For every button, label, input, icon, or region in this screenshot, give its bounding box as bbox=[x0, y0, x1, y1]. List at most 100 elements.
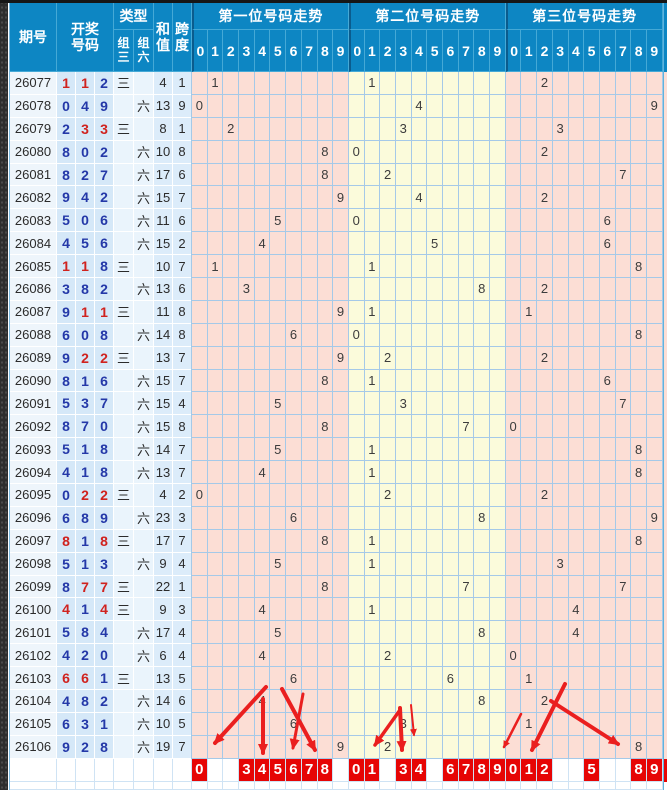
trend-cell bbox=[191, 163, 208, 187]
trend-cell bbox=[521, 484, 538, 507]
trend-cell bbox=[317, 117, 334, 141]
footer-cell bbox=[134, 781, 154, 790]
type-zu6-cell bbox=[134, 255, 154, 279]
trend-cell bbox=[504, 552, 522, 576]
trend-cell bbox=[301, 163, 318, 187]
footer-cell bbox=[380, 758, 396, 782]
trend-cell bbox=[568, 712, 585, 736]
draw-digit-cell: 1 bbox=[76, 552, 95, 576]
trend-cell: 2 bbox=[380, 735, 396, 759]
type-zu6-cell: 六 bbox=[134, 186, 154, 210]
trend-cell bbox=[223, 621, 240, 645]
trend-cell bbox=[380, 712, 396, 736]
trend-cell bbox=[317, 690, 334, 713]
trend-cell bbox=[254, 255, 271, 279]
trend-cell bbox=[191, 621, 208, 645]
draw-digit-cell: 5 bbox=[57, 552, 76, 576]
trend-cell bbox=[584, 163, 600, 187]
draw-digit-cell: 8 bbox=[76, 621, 95, 645]
trend-cell bbox=[504, 300, 522, 324]
sum-cell: 19 bbox=[154, 735, 173, 759]
trend-cell bbox=[411, 575, 428, 599]
trend-cell bbox=[646, 232, 663, 256]
period-cell: 26090 bbox=[10, 369, 57, 393]
type-zu6-cell: 六 bbox=[134, 644, 154, 668]
trend-cell bbox=[286, 529, 302, 553]
trend-cell bbox=[599, 278, 616, 301]
trend-cell bbox=[427, 163, 443, 187]
trend-cell bbox=[568, 94, 585, 118]
trend-cell bbox=[239, 209, 255, 233]
trend-cell: 0 bbox=[347, 323, 365, 347]
trend-cell bbox=[615, 644, 632, 668]
trend-cell: 6 bbox=[599, 369, 616, 393]
trend-cell bbox=[301, 255, 318, 279]
trend-cell bbox=[631, 369, 647, 393]
trend-cell bbox=[207, 552, 224, 576]
draw-digit-cell: 6 bbox=[57, 712, 76, 736]
trend-cell bbox=[317, 392, 334, 416]
trend-cell bbox=[427, 346, 443, 370]
trend-cell bbox=[270, 323, 287, 347]
trend-cell bbox=[552, 232, 569, 256]
trend-cell bbox=[552, 506, 569, 530]
span-cell: 2 bbox=[173, 232, 192, 256]
header-digit: 2 bbox=[537, 30, 553, 72]
trend-cell bbox=[364, 209, 381, 233]
trend-cell: 1 bbox=[207, 255, 224, 279]
trend-cell bbox=[521, 140, 538, 164]
draw-digit-cell: 9 bbox=[57, 300, 76, 324]
trend-cell bbox=[207, 438, 224, 462]
trend-cell bbox=[615, 323, 632, 347]
draw-digit-cell: 8 bbox=[95, 323, 114, 347]
trend-cell bbox=[239, 369, 255, 393]
trend-cell bbox=[301, 690, 318, 713]
trend-cell bbox=[395, 300, 412, 324]
trend-cell bbox=[646, 461, 663, 485]
trend-cell bbox=[333, 575, 349, 599]
trend-cell bbox=[490, 232, 506, 256]
type-zu3-cell bbox=[114, 415, 134, 439]
header-type: 类型 bbox=[114, 3, 154, 30]
trend-cell bbox=[474, 300, 491, 324]
sum-cell: 15 bbox=[154, 186, 173, 210]
footer-cell bbox=[286, 781, 302, 790]
span-cell: 3 bbox=[173, 506, 192, 530]
trend-cell bbox=[646, 598, 663, 622]
trend-cell bbox=[504, 392, 522, 416]
trend-cell bbox=[615, 186, 632, 210]
trend-cell bbox=[646, 644, 663, 668]
trend-cell bbox=[646, 735, 663, 759]
trend-cell bbox=[474, 735, 491, 759]
trend-cell bbox=[458, 598, 475, 622]
sum-cell: 13 bbox=[154, 278, 173, 301]
trend-cell bbox=[646, 712, 663, 736]
trend-cell bbox=[411, 598, 428, 622]
trend-cell bbox=[191, 415, 208, 439]
trend-cell bbox=[552, 209, 569, 233]
trend-cell bbox=[286, 621, 302, 645]
trend-cell bbox=[504, 346, 522, 370]
trend-cell bbox=[239, 506, 255, 530]
trend-cell bbox=[521, 163, 538, 187]
trend-cell bbox=[286, 140, 302, 164]
draw-digit-cell: 3 bbox=[95, 117, 114, 141]
trend-cell bbox=[207, 232, 224, 256]
sum-cell: 9 bbox=[154, 598, 173, 622]
trend-cell bbox=[646, 186, 663, 210]
trend-cell bbox=[552, 94, 569, 118]
trend-cell bbox=[301, 552, 318, 576]
draw-digit-cell: 1 bbox=[76, 255, 95, 279]
trend-cell bbox=[191, 712, 208, 736]
trend-cell bbox=[286, 575, 302, 599]
footer-cell bbox=[599, 758, 616, 782]
trend-cell bbox=[395, 690, 412, 713]
trend-cell bbox=[301, 346, 318, 370]
type-zu6-cell: 六 bbox=[134, 506, 154, 530]
trend-cell bbox=[239, 415, 255, 439]
trend-cell: 9 bbox=[333, 186, 349, 210]
header-digit: 9 bbox=[646, 30, 663, 72]
trend-cell bbox=[631, 484, 647, 507]
footer-hit-cell: 7 bbox=[458, 758, 475, 782]
trend-cell bbox=[443, 232, 459, 256]
